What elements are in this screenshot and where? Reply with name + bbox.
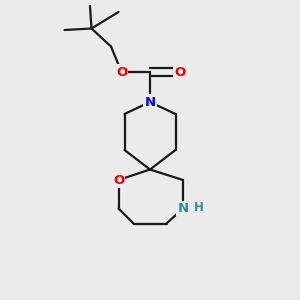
Text: N: N <box>177 202 189 215</box>
Text: O: O <box>113 173 124 187</box>
Text: H: H <box>194 201 203 214</box>
Text: O: O <box>116 65 127 79</box>
Text: O: O <box>174 65 186 79</box>
Text: N: N <box>144 95 156 109</box>
